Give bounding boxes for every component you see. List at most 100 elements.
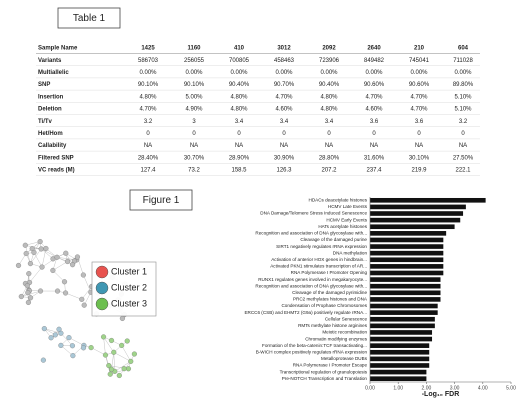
bar (370, 290, 441, 296)
network-edge (111, 352, 114, 370)
table-cell: 4.80% (230, 94, 248, 100)
y-tick-label: Metalloprotease DUBs (321, 356, 368, 361)
table-cell: 4.70% (139, 107, 157, 113)
table-cell: 127.4 (140, 168, 156, 174)
y-tick-label: Meiotic recombination (322, 330, 367, 335)
network-edge (29, 266, 43, 283)
table: Sample Name 1425 1160 410 3012 2092 2640 210 604… (36, 46, 480, 176)
bar (370, 303, 438, 309)
table-cell: NA (370, 143, 378, 149)
table-cell: 0 (372, 131, 376, 137)
table-cell: 700805 (229, 58, 250, 64)
y-tick-label: Pre-NOTCH Transcription and Translation (282, 376, 368, 381)
network-edge (113, 352, 131, 362)
table-cell: 90.60% (409, 82, 430, 88)
bar (370, 376, 427, 382)
table-cell: 0 (146, 131, 150, 137)
network-node (63, 250, 69, 256)
table-cell: 3.6 (370, 119, 379, 125)
legend-label: Cluster 1 (111, 266, 147, 276)
y-tick-label: Transcriptional regulation of granulopoi… (280, 369, 368, 374)
network-edge (68, 337, 84, 346)
bar (370, 349, 430, 355)
table-cell: NA (190, 143, 198, 149)
table-label-box (57, 7, 121, 29)
table-cell: 4.80% (230, 107, 248, 113)
y-tick-label: Recognition and association of DNA glyco… (255, 283, 367, 288)
network-node (64, 258, 71, 265)
legend-swatch (95, 281, 109, 295)
bar (370, 310, 438, 315)
table-cell: 4.60% (365, 107, 383, 113)
y-tick-label: Cellular Senescence (325, 316, 368, 321)
y-tick-label: Cleavage of the damaged pyrimidine (292, 290, 367, 295)
network-edge (91, 347, 106, 356)
y-tick-label: RNA Polymerase I Promoter Escape (293, 363, 368, 368)
network-node (111, 349, 117, 355)
table-cell: 0.00% (410, 70, 428, 76)
y-tick-label: RNA Polymerase I Promoter Opening (291, 270, 368, 275)
network-node (24, 283, 30, 289)
y-tick-label: PRC2 methylates histones and DNA (293, 297, 368, 302)
network-edge (103, 336, 106, 356)
bar (370, 277, 441, 282)
network-edge (30, 248, 42, 264)
table-cell: 4.80% (139, 94, 157, 100)
table-row-label: Variants (38, 58, 62, 64)
network-node (54, 254, 60, 260)
table-cell: 3.4 (235, 119, 244, 125)
network-node (108, 337, 115, 344)
table-cell: 849482 (364, 58, 385, 64)
table-cell: 3.4 (325, 119, 334, 125)
network-node (74, 254, 80, 260)
table-cell: 158.5 (231, 168, 247, 174)
table-cell: 0 (327, 131, 331, 137)
table-row-label: Deletion (38, 107, 62, 113)
network-edge (83, 274, 91, 293)
table-cell: 90.70% (274, 82, 295, 88)
table-cell: 0.00% (185, 70, 203, 76)
table-cell: 711028 (453, 58, 473, 64)
table-cell: NA (235, 143, 243, 149)
table-cell: NA (280, 143, 288, 149)
network-edge (65, 292, 82, 300)
figure-label: Figure 1 (143, 195, 180, 206)
figure-label-box (129, 189, 193, 211)
table-cell: 4.70% (410, 94, 428, 100)
x-tick-label: 5.00 (506, 385, 516, 391)
table-cell: 4.70% (365, 94, 383, 100)
table-cell: 3 (192, 119, 196, 125)
table-cell: 30.10% (409, 155, 430, 161)
network-edge (41, 248, 47, 268)
network-node (128, 358, 134, 364)
bar (370, 250, 444, 256)
table-cell: 28.90% (229, 155, 250, 161)
network-edge (41, 248, 54, 259)
network-edge (33, 252, 43, 268)
table-cell: 458463 (274, 58, 295, 64)
table-header-cell: 1425 (141, 46, 155, 52)
legend-swatch (95, 297, 109, 311)
network-edge (113, 352, 115, 372)
table-cell: 222.1 (455, 168, 471, 174)
table-cell: 0 (192, 131, 196, 137)
table-cell: 207.2 (321, 168, 337, 174)
table-cell: NA (459, 143, 467, 149)
network-node (62, 290, 69, 296)
bar (370, 204, 466, 210)
table-header-cell: Sample Name (38, 46, 78, 52)
bar (370, 369, 427, 375)
network-edge (60, 333, 73, 346)
network-edge (21, 290, 41, 297)
table-header-cell: 1160 (187, 46, 201, 52)
table-header-cell: 210 (414, 46, 425, 52)
y-tick-label: Cleavage of the damaged purine (300, 237, 367, 242)
network-node (80, 272, 86, 278)
network-edge (103, 336, 114, 353)
network-node (25, 299, 31, 305)
table-cell: 5.10% (454, 94, 472, 100)
table-cell: 90.60% (364, 82, 385, 88)
y-tick-label: RMTs methylate histone arginines (298, 323, 368, 328)
network-node (56, 326, 62, 332)
network-node (101, 334, 107, 340)
